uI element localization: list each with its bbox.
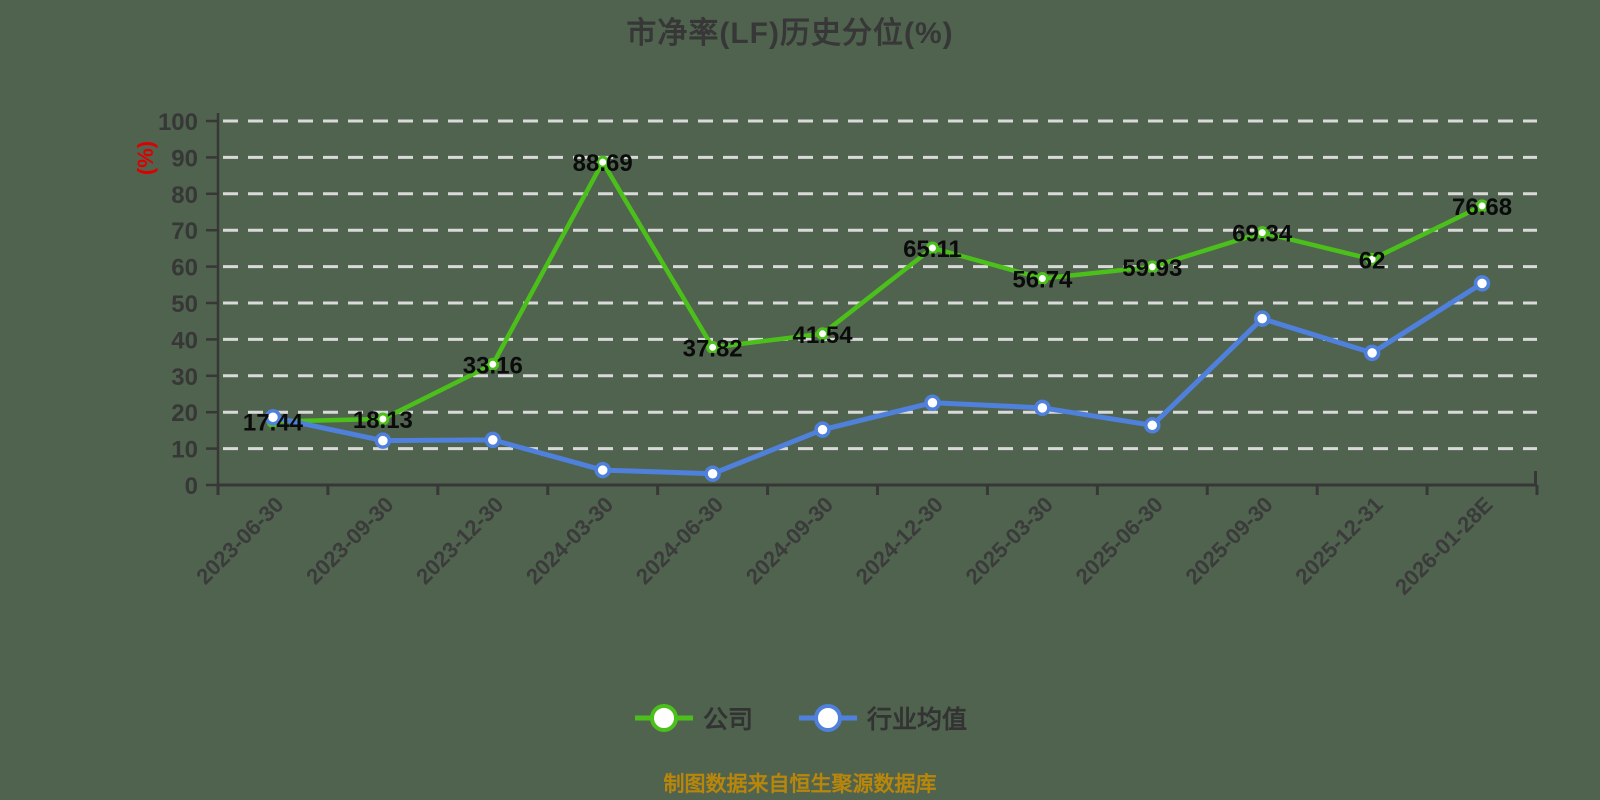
value-label: 69.34 xyxy=(1232,221,1293,248)
company-data-point[interactable] xyxy=(1145,260,1159,274)
industry-data-point[interactable] xyxy=(924,394,941,411)
company-data-point[interactable] xyxy=(1475,199,1489,213)
y-axis-label: 70 xyxy=(171,218,198,245)
value-label: 17.44 xyxy=(243,410,304,437)
x-axis-label: 2025-12-31 xyxy=(1290,492,1387,589)
value-label: 62 xyxy=(1359,247,1386,274)
y-axis-label: 0 xyxy=(185,473,198,500)
y-axis-label: 60 xyxy=(171,255,198,282)
x-axis-label: 2026-01-28E xyxy=(1390,492,1498,600)
legend-label-industry: 行业均值 xyxy=(867,706,968,734)
industry-legend-marker xyxy=(799,704,857,732)
industry-data-point[interactable] xyxy=(594,461,611,479)
company-data-point[interactable] xyxy=(1035,271,1049,285)
value-label: 88.69 xyxy=(573,150,633,177)
y-axis-label: 20 xyxy=(171,400,198,427)
company-data-point[interactable] xyxy=(486,357,500,371)
value-label: 56.74 xyxy=(1012,266,1073,293)
industry-data-point[interactable] xyxy=(1034,399,1051,417)
x-axis-label: 2025-06-30 xyxy=(1071,492,1168,589)
x-axis-label: 2024-09-30 xyxy=(741,492,838,589)
y-axis-label: 80 xyxy=(171,182,198,209)
y-axis-label: 10 xyxy=(171,437,198,464)
industry-data-point[interactable] xyxy=(484,431,502,449)
company-line[interactable] xyxy=(270,159,1485,424)
x-axis-label: 2025-09-30 xyxy=(1180,492,1277,589)
chart-title: 市净率(LF)历史分位(%) xyxy=(626,17,954,50)
y-axis-label: 100 xyxy=(158,109,198,136)
industry-data-point[interactable] xyxy=(1144,417,1161,434)
y-axis-unit-label: (%) xyxy=(133,141,158,175)
legend: 公司 行业均值 xyxy=(0,700,1600,736)
value-label: 59.93 xyxy=(1122,255,1182,282)
value-label: 41.54 xyxy=(793,322,854,349)
value-label: 76.68 xyxy=(1452,194,1512,221)
x-axis-label: 2023-06-30 xyxy=(191,492,288,589)
x-axis-label: 2024-06-30 xyxy=(631,492,728,589)
value-label: 33.16 xyxy=(463,352,523,379)
y-axis-label: 30 xyxy=(171,364,198,391)
x-axis-label: 2024-12-30 xyxy=(851,492,948,589)
legend-item-industry[interactable]: 行业均值 xyxy=(797,700,967,736)
company-legend-marker xyxy=(634,704,693,732)
value-label: 65.11 xyxy=(903,236,962,263)
x-axis-label: 2023-09-30 xyxy=(301,492,398,589)
value-label: 18.13 xyxy=(353,407,413,434)
y-axis-label: 40 xyxy=(171,327,198,354)
value-label: 37.82 xyxy=(683,335,743,362)
company-data-point[interactable] xyxy=(706,340,720,354)
company-data-point[interactable] xyxy=(596,155,610,169)
x-axis-label: 2024-03-30 xyxy=(521,492,618,589)
legend-label-company: 公司 xyxy=(702,706,753,734)
company-data-point[interactable] xyxy=(1255,226,1269,240)
industry-data-point[interactable] xyxy=(264,409,282,426)
data-source-note: 制图数据来自恒生聚源数据库 xyxy=(663,773,937,796)
industry-data-point[interactable] xyxy=(1253,310,1271,327)
industry-data-point[interactable] xyxy=(1363,344,1381,362)
x-axis-label: 2025-03-30 xyxy=(961,492,1058,589)
x-axis-label: 2023-12-30 xyxy=(411,492,508,589)
industry-data-point[interactable] xyxy=(374,432,392,449)
company-data-point[interactable] xyxy=(1365,252,1379,266)
company-data-point[interactable] xyxy=(925,241,939,255)
industry-data-point[interactable] xyxy=(704,465,721,482)
industry-data-point[interactable] xyxy=(1473,275,1491,292)
legend-item-company[interactable]: 公司 xyxy=(633,700,753,736)
industry-average-line[interactable] xyxy=(270,280,1485,477)
company-data-point[interactable] xyxy=(816,327,830,341)
y-axis-label: 50 xyxy=(171,291,198,318)
industry-data-point[interactable] xyxy=(814,421,831,438)
company-data-point[interactable] xyxy=(376,412,390,426)
y-axis-label: 90 xyxy=(171,145,198,172)
